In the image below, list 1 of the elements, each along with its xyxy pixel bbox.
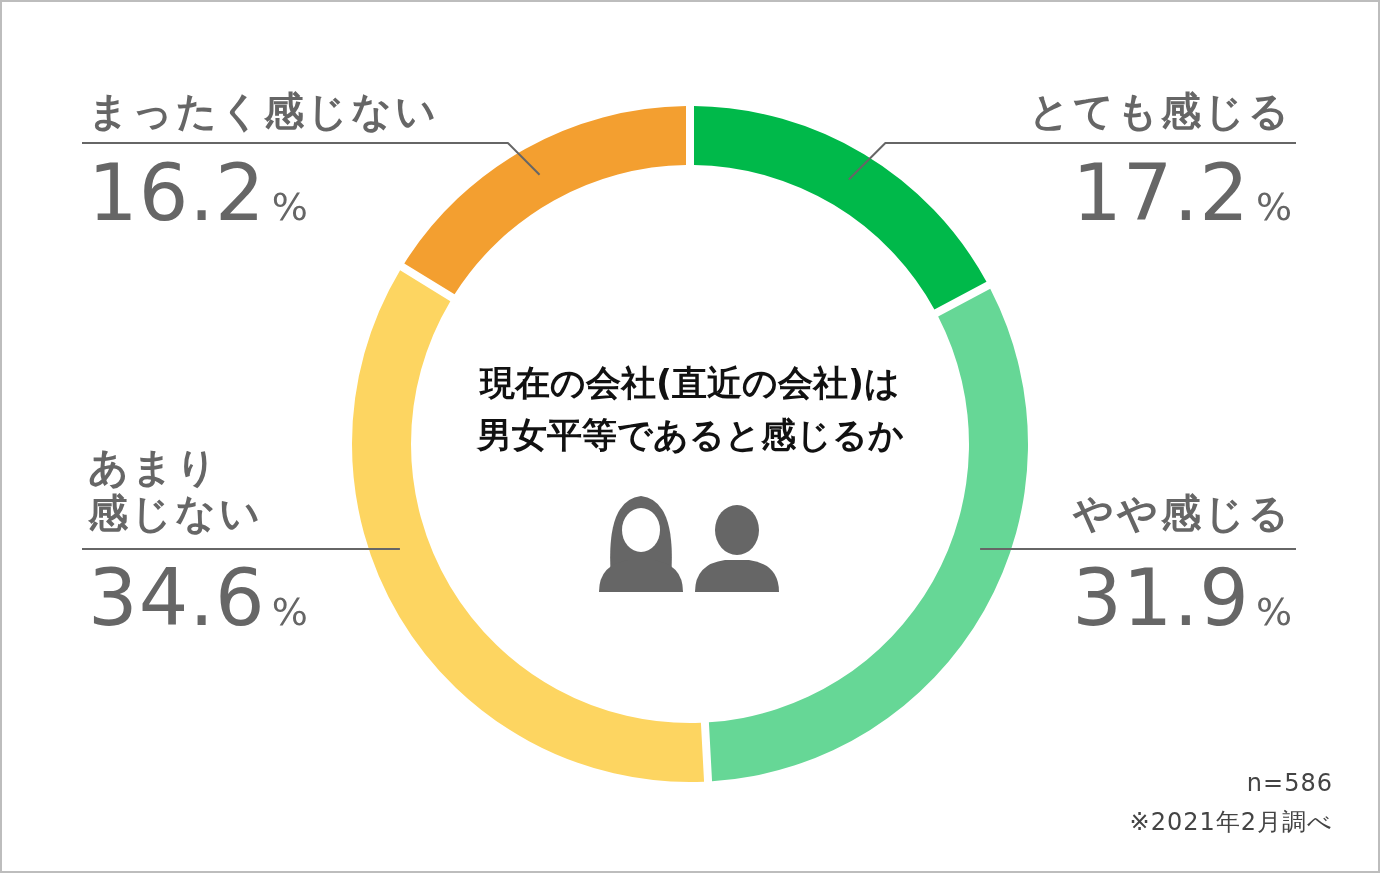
title: 現在の会社(直近の会社)は男女平等であると感じるか bbox=[476, 363, 904, 455]
